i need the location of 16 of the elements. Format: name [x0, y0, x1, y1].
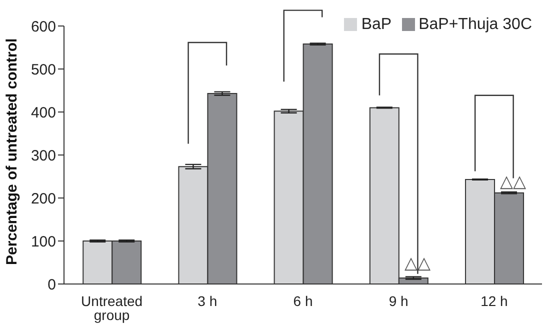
x-tick-label: Untreated group — [81, 292, 143, 323]
y-tick-label: 100 — [30, 233, 56, 250]
annotation: △△ — [500, 172, 528, 191]
x-tick-label: 6 h — [293, 292, 313, 309]
y-tick-label: 300 — [30, 147, 56, 164]
y-tick-label: 400 — [30, 104, 56, 122]
x-tick-label: 3 h — [198, 292, 218, 309]
y-tick-label: 0 — [48, 276, 56, 294]
y-tick-label: 200 — [30, 190, 56, 208]
legend-label: BaP — [361, 16, 392, 33]
y-tick-label: 600 — [30, 18, 56, 36]
x-tick-label: 9 h — [388, 292, 408, 309]
legend-label: BaP+Thuja 30C — [418, 16, 532, 33]
y-tick-label: 500 — [30, 61, 56, 78]
y-axis-title: Percentage of untreated control — [3, 38, 20, 265]
x-tick-label: 12 h — [480, 292, 508, 309]
